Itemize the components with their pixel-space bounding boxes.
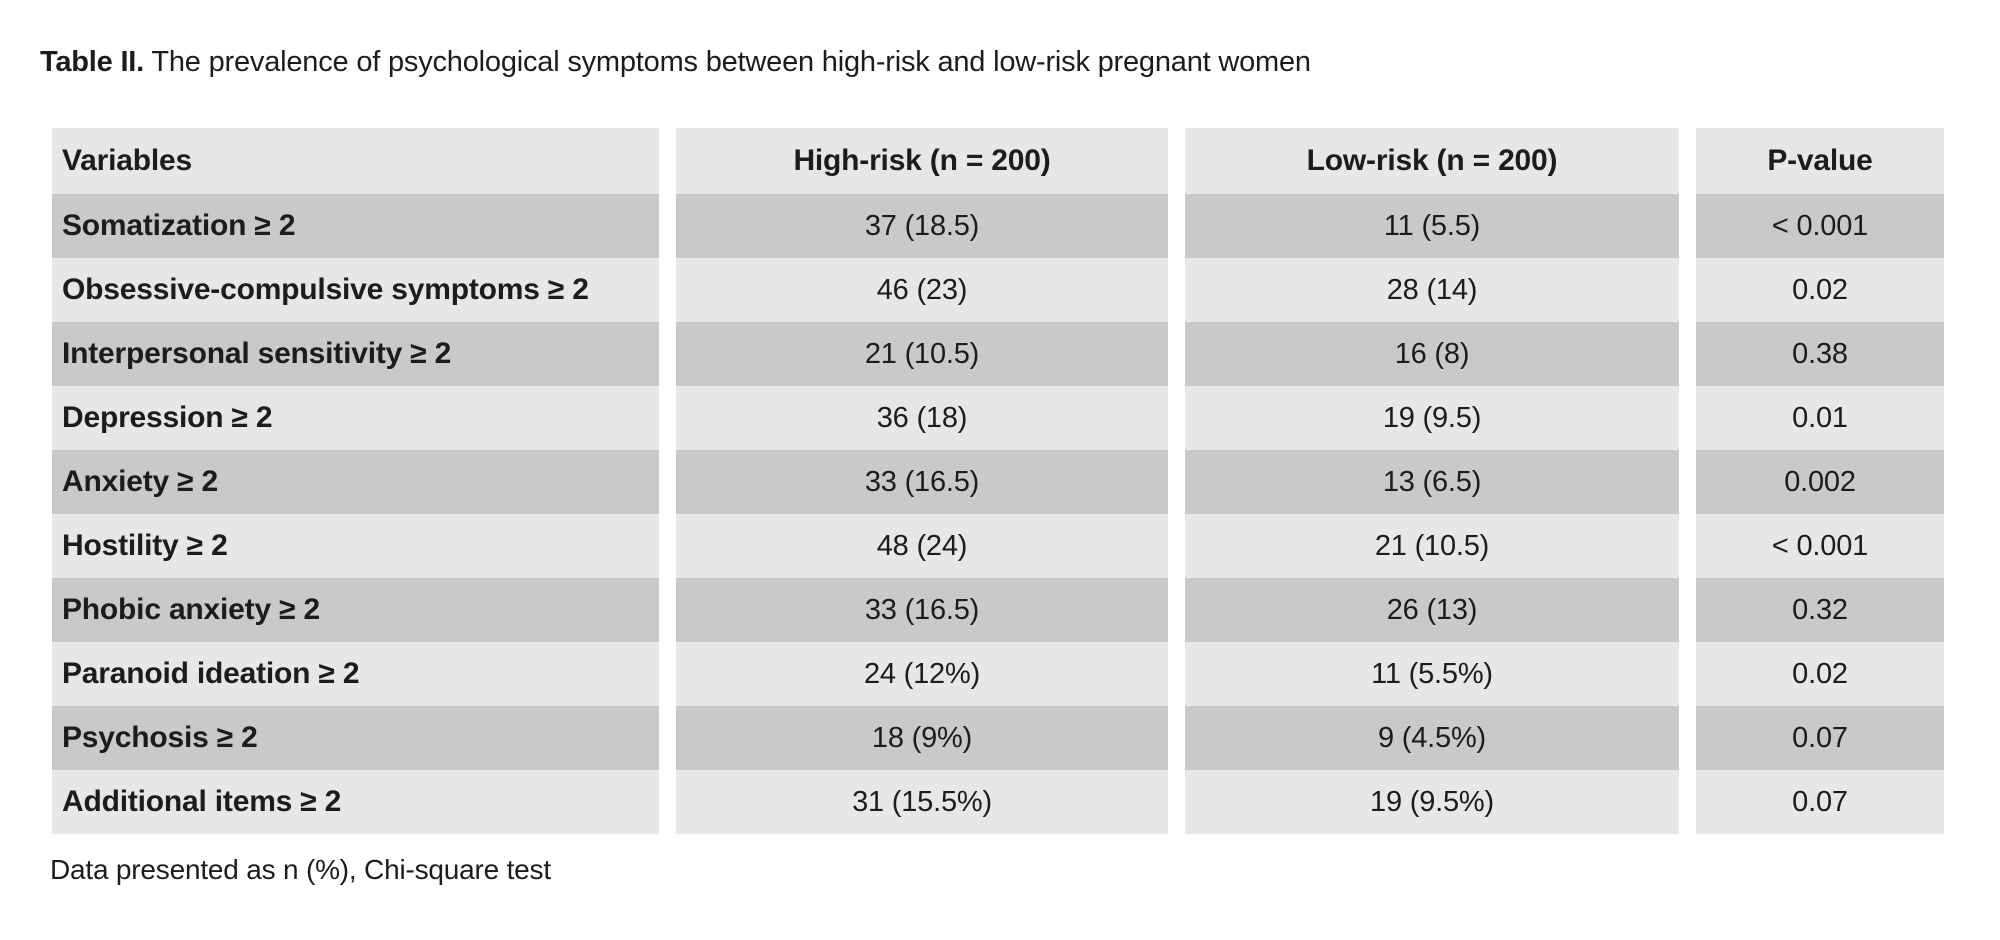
cell-p-value: 0.02 — [1696, 642, 1944, 706]
cell-low-risk: 21 (10.5) — [1185, 514, 1679, 578]
row-label: Anxiety ≥ 2 — [52, 450, 659, 514]
cell-high-risk: 21 (10.5) — [676, 322, 1168, 386]
row-label: Interpersonal sensitivity ≥ 2 — [52, 322, 659, 386]
cell-low-risk: 13 (6.5) — [1185, 450, 1679, 514]
prevalence-table: Variables High-risk (n = 200) Low-risk (n … — [52, 128, 1944, 834]
row-label: Phobic anxiety ≥ 2 — [52, 578, 659, 642]
row-label: Obsessive-compulsive symptoms ≥ 2 — [52, 258, 659, 322]
cell-low-risk: 26 (13) — [1185, 578, 1679, 642]
cell-high-risk: 33 (16.5) — [676, 578, 1168, 642]
cell-low-risk: 9 (4.5%) — [1185, 706, 1679, 770]
cell-p-value: 0.38 — [1696, 322, 1944, 386]
cell-low-risk: 19 (9.5%) — [1185, 770, 1679, 834]
cell-high-risk: 24 (12%) — [676, 642, 1168, 706]
row-label: Paranoid ideation ≥ 2 — [52, 642, 659, 706]
cell-p-value: 0.02 — [1696, 258, 1944, 322]
table-footnote: Data presented as n (%), Chi-square test — [50, 854, 551, 885]
cell-p-value: < 0.001 — [1696, 514, 1944, 578]
column-header-p-value: P-value — [1696, 128, 1944, 194]
cell-high-risk: 46 (23) — [676, 258, 1168, 322]
cell-low-risk: 19 (9.5) — [1185, 386, 1679, 450]
cell-p-value: 0.002 — [1696, 450, 1944, 514]
table-caption: The prevalence of psychological symptoms… — [144, 46, 1311, 78]
column-header-low-risk: Low-risk (n = 200) — [1185, 128, 1679, 194]
cell-high-risk: 18 (9%) — [676, 706, 1168, 770]
cell-high-risk: 37 (18.5) — [676, 194, 1168, 258]
table-title: Table II. The prevalence of psychologica… — [40, 44, 1311, 80]
cell-p-value: 0.07 — [1696, 706, 1944, 770]
row-label: Somatization ≥ 2 — [52, 194, 659, 258]
column-header-variables: Variables — [52, 128, 659, 194]
cell-low-risk: 16 (8) — [1185, 322, 1679, 386]
row-label: Additional items ≥ 2 — [52, 770, 659, 834]
row-label: Depression ≥ 2 — [52, 386, 659, 450]
column-header-high-risk: High-risk (n = 200) — [676, 128, 1168, 194]
cell-p-value: 0.07 — [1696, 770, 1944, 834]
cell-p-value: 0.01 — [1696, 386, 1944, 450]
row-label: Hostility ≥ 2 — [52, 514, 659, 578]
cell-high-risk: 48 (24) — [676, 514, 1168, 578]
cell-low-risk: 11 (5.5) — [1185, 194, 1679, 258]
cell-high-risk: 33 (16.5) — [676, 450, 1168, 514]
cell-p-value: < 0.001 — [1696, 194, 1944, 258]
row-label: Psychosis ≥ 2 — [52, 706, 659, 770]
table-number-label: Table II. — [40, 46, 145, 78]
cell-high-risk: 31 (15.5%) — [676, 770, 1168, 834]
cell-p-value: 0.32 — [1696, 578, 1944, 642]
cell-high-risk: 36 (18) — [676, 386, 1168, 450]
cell-low-risk: 28 (14) — [1185, 258, 1679, 322]
cell-low-risk: 11 (5.5%) — [1185, 642, 1679, 706]
